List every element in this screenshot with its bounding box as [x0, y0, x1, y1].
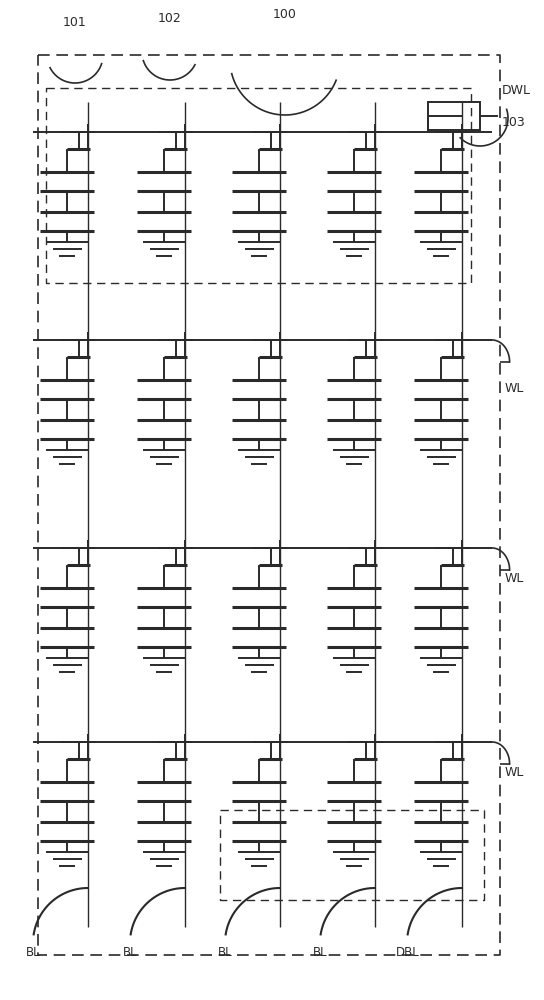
Text: WL: WL	[505, 572, 524, 584]
Text: 102: 102	[158, 11, 182, 24]
Text: 101: 101	[63, 15, 87, 28]
Text: DWL: DWL	[502, 84, 531, 97]
Text: BL: BL	[218, 946, 233, 959]
Text: 103: 103	[502, 115, 526, 128]
Text: WL: WL	[505, 381, 524, 394]
Bar	[428, 102, 480, 130]
Text: BL: BL	[313, 946, 328, 959]
Text: BL: BL	[123, 946, 138, 959]
Text: BL: BL	[26, 946, 41, 959]
Text: DBL: DBL	[396, 946, 419, 959]
Text: WL: WL	[505, 766, 524, 778]
Text: 100: 100	[273, 7, 297, 20]
